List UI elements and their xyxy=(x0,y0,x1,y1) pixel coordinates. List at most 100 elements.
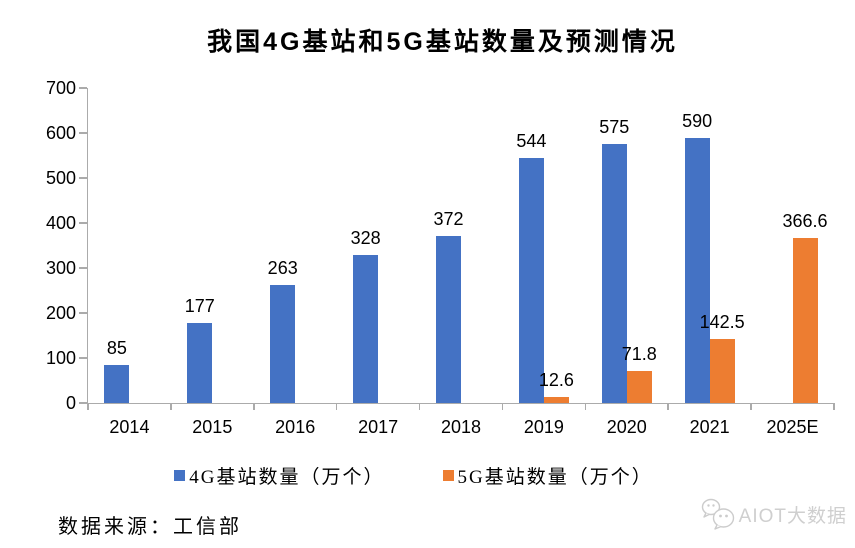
y-axis-tick-mark xyxy=(78,267,87,269)
x-axis-tick-mark xyxy=(584,403,587,410)
bar-4g xyxy=(684,137,710,403)
y-axis-tick-label: 100 xyxy=(45,348,76,368)
y-axis-tick-mark xyxy=(78,312,87,314)
bar-slot xyxy=(295,88,320,403)
bar-4g xyxy=(187,323,213,403)
x-axis-tick-mark xyxy=(501,403,504,410)
y-axis-tick-label: 0 xyxy=(65,393,76,413)
legend: 4G基站数量（万个） 5G基站数量（万个） xyxy=(0,462,841,489)
bar-5g xyxy=(543,397,569,403)
chart-title: 我国4G基站和5G基站数量及预测情况 xyxy=(207,28,678,56)
y-axis-tick-mark xyxy=(78,357,87,359)
y-axis-tick-label: 600 xyxy=(45,123,76,143)
plot-area: 0 100 200 300 400 500 600 700 85 2014 177 2015 263 20… xyxy=(46,78,835,437)
y-axis-tick-mark xyxy=(78,222,87,224)
x-axis-category-label: 2018 xyxy=(440,417,481,437)
bar-slot xyxy=(768,88,793,403)
bar-value-label: 177 xyxy=(184,296,215,317)
bar-slot: 544 xyxy=(516,88,547,403)
bar-slot: 590 xyxy=(682,88,713,403)
category-column: 177 xyxy=(171,88,254,403)
x-axis-tick-mark xyxy=(87,403,89,410)
bar-value-label: 263 xyxy=(267,257,298,278)
category-column: 366.6 xyxy=(751,88,834,403)
x-axis-category-label: 2017 xyxy=(358,417,399,437)
legend-item-5g: 5G基站数量（万个） xyxy=(442,462,653,489)
x-axis-category-label: 2015 xyxy=(192,417,233,437)
bar-4g xyxy=(353,255,379,403)
bar-value-label: 328 xyxy=(350,228,381,249)
category-column: 590 142.5 xyxy=(668,88,751,403)
category-column: 85 xyxy=(88,88,171,403)
bar-value-label: 575 xyxy=(599,117,630,138)
bar-value-label: 142.5 xyxy=(699,311,745,332)
x-axis-tick-mark xyxy=(170,403,172,410)
bar-slot: 142.5 xyxy=(700,88,745,403)
category-column: 263 xyxy=(254,88,337,403)
x-axis-category-label: 2014 xyxy=(109,417,150,437)
bar-4g xyxy=(104,364,130,403)
bar-5g xyxy=(709,338,735,403)
bar-slot: 177 xyxy=(184,88,215,403)
bar-value-label: 12.6 xyxy=(538,370,574,391)
bar-slot xyxy=(378,88,403,403)
x-axis-category-label: 2021 xyxy=(689,417,730,437)
legend-item-4g: 4G基站数量（万个） xyxy=(174,462,384,489)
y-axis-tick-label: 200 xyxy=(45,303,76,323)
bar-4g xyxy=(270,284,296,403)
x-axis-tick-mark xyxy=(253,403,255,410)
category-column: 575 71.8 xyxy=(585,88,668,403)
bar-slot: 12.6 xyxy=(539,88,574,403)
bar-value-label: 366.6 xyxy=(782,211,828,232)
data-source-label: 数据来源：工信部 xyxy=(58,516,242,538)
bar-slot: 366.6 xyxy=(783,88,828,403)
bar-slot: 85 xyxy=(104,88,130,403)
bar-value-label: 85 xyxy=(106,337,127,358)
bar-slot: 328 xyxy=(350,88,381,403)
bar-slot xyxy=(461,88,486,403)
watermark: AIOT大数据 xyxy=(700,498,847,530)
bar-value-label: 544 xyxy=(516,131,547,152)
y-axis-tick-label: 400 xyxy=(45,213,76,233)
watermark-text: AIOT大数据 xyxy=(738,505,847,527)
x-axis-tick-mark xyxy=(667,403,669,410)
category-column: 544 12.6 xyxy=(502,88,585,403)
x-axis-tick-mark xyxy=(750,403,752,410)
bar-slot xyxy=(212,88,237,403)
category-column: 372 xyxy=(420,88,503,403)
bar-slot: 372 xyxy=(433,88,464,403)
y-axis-tick-mark xyxy=(78,87,87,89)
legend-label-4g: 4G基站数量（万个） xyxy=(189,467,385,488)
bar-slot xyxy=(129,88,154,403)
x-axis-tick-mark xyxy=(335,403,338,410)
y-axis-tick-mark xyxy=(78,132,87,134)
bar-value-label: 71.8 xyxy=(621,343,657,364)
x-axis-tick-mark xyxy=(833,403,835,410)
y-axis-tick-label: 300 xyxy=(45,258,76,278)
bar-4g xyxy=(518,158,544,403)
x-axis-category-label: 2019 xyxy=(523,417,564,437)
wechat-icon xyxy=(701,498,734,530)
category-column: 328 xyxy=(337,88,420,403)
y-axis-tick-label: 500 xyxy=(45,168,76,188)
y-axis-tick-mark xyxy=(78,177,87,179)
x-axis-category-label: 2016 xyxy=(275,417,316,437)
y-axis-tick-label: 700 xyxy=(45,78,76,98)
x-axis-category-label: 2020 xyxy=(606,417,647,437)
bar-value-label: 590 xyxy=(682,110,713,131)
legend-swatch-4g-icon xyxy=(174,470,186,481)
bar-slot: 263 xyxy=(267,88,298,403)
bar-4g xyxy=(435,235,461,403)
bar-slot: 71.8 xyxy=(622,88,657,403)
bar-5g xyxy=(626,370,652,403)
bar-4g xyxy=(601,144,627,403)
y-axis-tick-mark xyxy=(78,402,87,404)
bar-value-label: 372 xyxy=(433,208,464,229)
bar-slot: 575 xyxy=(599,88,630,403)
x-axis-category-label: 2025E xyxy=(766,417,819,437)
x-axis-tick-mark xyxy=(418,403,421,410)
legend-label-5g: 5G基站数量（万个） xyxy=(457,467,653,488)
legend-swatch-5g-icon xyxy=(442,470,454,481)
bar-5g xyxy=(792,238,818,403)
